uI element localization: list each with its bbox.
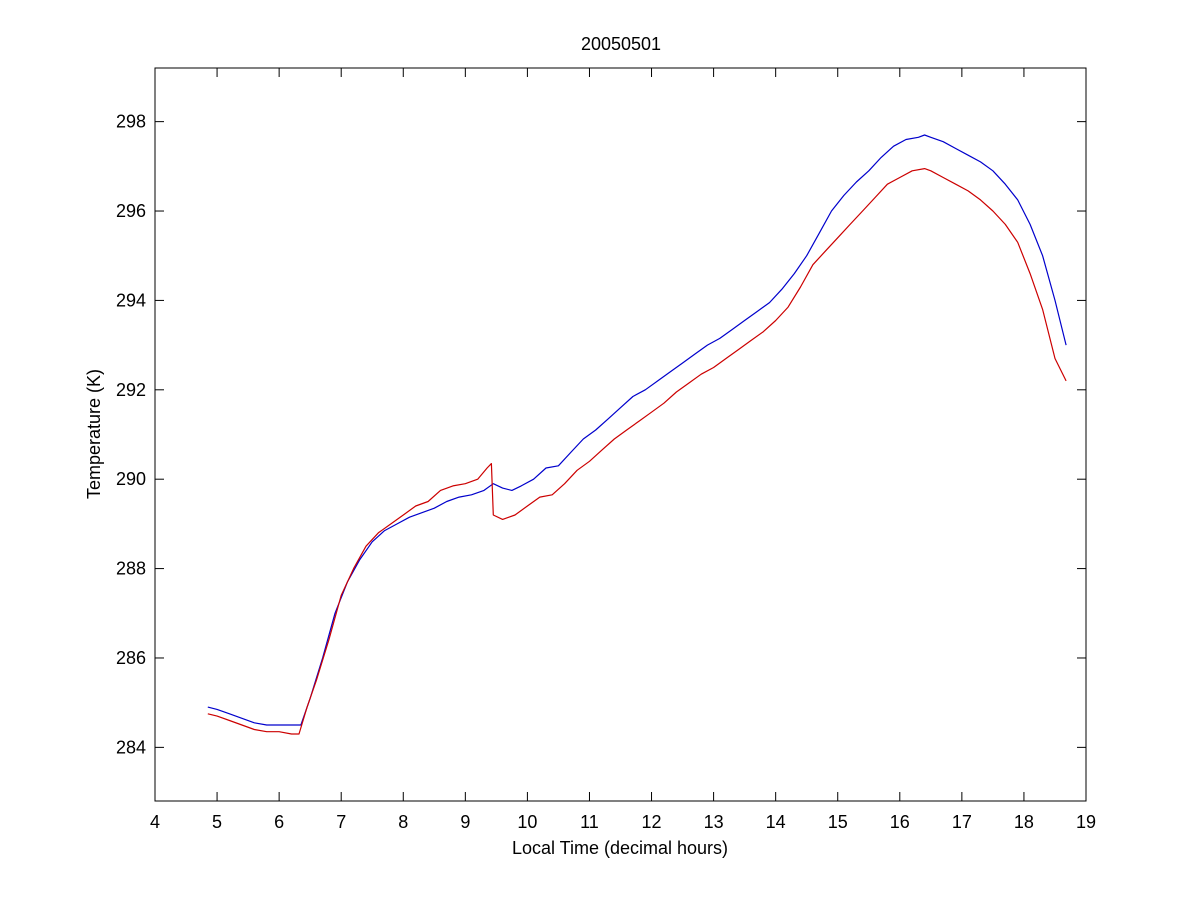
- x-tick-label: 18: [1014, 812, 1034, 832]
- y-axis-ticks: 284 286 288 290 292 294 296 298: [116, 112, 1086, 757]
- y-tick-label: 284: [116, 737, 146, 757]
- plot-area: 4 5 6 7 8 9 10 11 12 13 14 15 16 17 18 19 2842862882902…: [116, 67, 1096, 832]
- x-tick-label: 19: [1076, 812, 1096, 832]
- y-tick-label: 296: [116, 201, 146, 221]
- x-tick-label: 9: [460, 812, 470, 832]
- x-axis-label: Local Time (decimal hours): [512, 838, 728, 858]
- x-tick-label: 14: [766, 812, 786, 832]
- axes-box: [154, 67, 1087, 802]
- x-tick-label: 10: [517, 812, 537, 832]
- y-tick-label: 294: [116, 290, 146, 310]
- y-tick-label: 286: [116, 648, 146, 668]
- x-tick-label: 8: [398, 812, 408, 832]
- x-axis-ticks: 4 5 6 7 8 9 10 11 12 13 14 15 16 17 18 19: [150, 68, 1096, 832]
- y-tick-label: 298: [116, 112, 146, 132]
- x-tick-label: 17: [952, 812, 972, 832]
- series-line-2: [207, 168, 1067, 735]
- series-layer: [207, 134, 1067, 735]
- x-tick-label: 11: [580, 812, 599, 832]
- y-tick-label: 288: [116, 559, 146, 579]
- y-tick-label: 290: [116, 469, 146, 489]
- y-tick-label: 292: [116, 380, 146, 400]
- x-tick-label: 13: [704, 812, 724, 832]
- x-tick-label: 5: [212, 812, 222, 832]
- y-axis-label: Temperature (K): [84, 369, 104, 499]
- x-tick-label: 12: [642, 812, 662, 832]
- x-tick-label: 4: [150, 812, 160, 832]
- chart-title: 20050501: [581, 34, 661, 54]
- x-tick-label: 6: [274, 812, 284, 832]
- x-tick-label: 16: [890, 812, 910, 832]
- x-tick-label: 15: [828, 812, 848, 832]
- x-tick-label: 7: [336, 812, 346, 832]
